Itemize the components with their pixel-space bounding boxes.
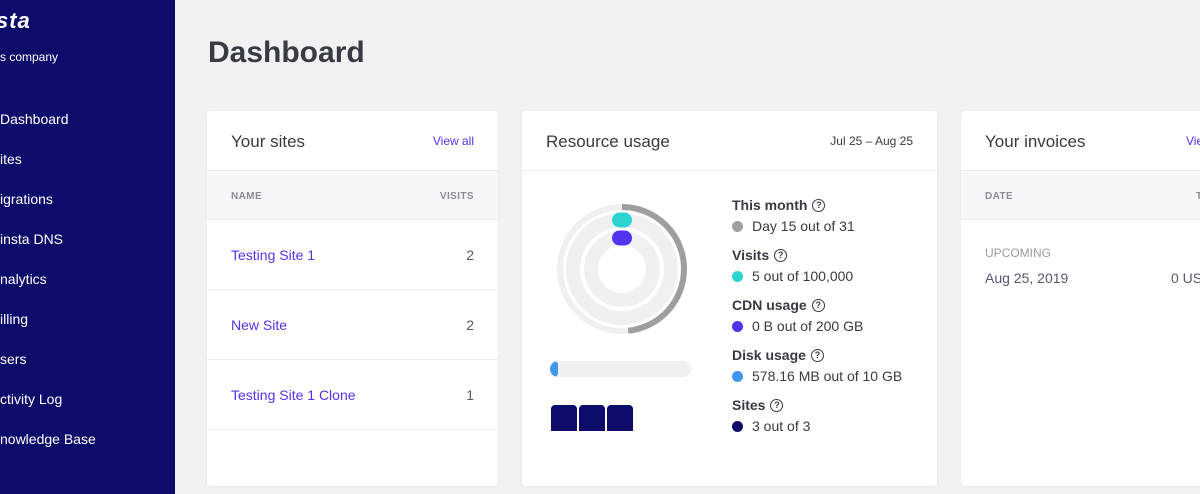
sites-table-header: NAME VISITS <box>207 171 498 220</box>
date-column-header[interactable]: DATE <box>985 191 1014 202</box>
stat-sites: Sites? 3 out of 3 <box>732 397 810 434</box>
stat-value: 5 out of 100,000 <box>752 268 854 284</box>
stat-disk-usage: Disk usage? 578.16 MB out of 10 GB <box>732 347 902 384</box>
help-icon[interactable]: ? <box>770 398 784 412</box>
sidebar-item-sites[interactable]: ites <box>0 151 22 167</box>
legend-dot <box>732 370 743 382</box>
sidebar-item-activity-log[interactable]: ctivity Log <box>0 391 63 407</box>
sidebar-item-kinsta-dns[interactable]: insta DNS <box>0 231 64 247</box>
cdn-ring-track <box>584 231 660 307</box>
site-block <box>551 405 577 431</box>
legend-dot <box>732 270 743 282</box>
stat-value: Day 15 out of 31 <box>752 218 855 234</box>
help-icon[interactable]: ? <box>812 198 826 212</box>
stat-value: 3 out of 3 <box>752 418 811 434</box>
help-icon[interactable]: ? <box>774 248 788 262</box>
resource-card-header: Resource usage Jul 25 – Aug 25 <box>522 111 937 171</box>
site-name-link[interactable]: Testing Site 1 Clone <box>231 387 356 403</box>
site-name-link[interactable]: New Site <box>231 317 288 333</box>
invoices-card-header: Your invoices Vie <box>961 111 1200 171</box>
resource-usage-card: Resource usage Jul 25 – Aug 25 This mont… <box>522 111 937 486</box>
table-row[interactable]: New Site 2 <box>207 290 498 360</box>
company-name[interactable]: s company <box>0 50 59 64</box>
total-column-header[interactable]: T <box>1196 191 1200 202</box>
sidebar-item-dashboard[interactable]: Dashboard <box>0 111 69 127</box>
month-ring-progress <box>557 204 687 334</box>
cdn-ring-cap <box>612 230 632 246</box>
stat-this-month: This month? Day 15 out of 31 <box>732 197 855 234</box>
sites-card: Your sites View all NAME VISITS Testing … <box>207 111 498 486</box>
invoices-table-header: DATE T <box>961 171 1200 220</box>
disk-usage-fill <box>550 361 558 377</box>
stat-value: 578.16 MB out of 10 GB <box>752 368 903 384</box>
stat-value: 0 B out of 200 GB <box>752 318 864 334</box>
usage-rings-chart <box>557 204 687 334</box>
stat-label: Disk usage <box>732 347 806 363</box>
sites-count-blocks <box>551 405 633 431</box>
sidebar-nav: Dashboard ites igrations insta DNS nalyt… <box>0 108 96 468</box>
upcoming-label: UPCOMING <box>985 246 1051 260</box>
sites-card-header: Your sites View all <box>207 111 498 171</box>
sites-card-title: Your sites <box>231 132 306 151</box>
disk-usage-bar <box>550 361 691 377</box>
help-icon[interactable]: ? <box>811 298 825 312</box>
sidebar-item-users[interactable]: sers <box>0 351 27 367</box>
visits-ring-cap <box>612 212 632 228</box>
invoices-view-all-link[interactable]: Vie <box>1186 134 1200 148</box>
kinsta-logo[interactable]: sta <box>0 8 31 33</box>
invoices-card: Your invoices Vie DATE T UPCOMING Aug 25… <box>961 111 1200 486</box>
table-row[interactable]: Testing Site 1 Clone 1 <box>207 360 498 430</box>
page-title: Dashboard <box>208 36 365 69</box>
invoices-card-title: Your invoices <box>985 132 1086 151</box>
site-block <box>607 405 633 431</box>
stat-label: CDN usage <box>732 297 807 313</box>
invoice-amount: 0 US <box>1171 270 1200 286</box>
help-icon[interactable]: ? <box>810 348 824 362</box>
site-visits: 1 <box>466 387 474 403</box>
legend-dot <box>732 320 743 332</box>
sidebar-item-migrations[interactable]: igrations <box>0 191 53 207</box>
date-range: Jul 25 – Aug 25 <box>830 134 913 148</box>
table-row[interactable]: Testing Site 1 2 <box>207 220 498 290</box>
stat-label: This month <box>732 197 808 213</box>
sidebar-item-analytics[interactable]: nalytics <box>0 271 47 287</box>
site-visits: 2 <box>466 317 474 333</box>
stat-visits: Visits? 5 out of 100,000 <box>732 247 853 284</box>
legend-dot <box>732 420 743 432</box>
stat-label: Sites <box>732 397 766 413</box>
legend-dot <box>732 220 743 232</box>
resource-card-title: Resource usage <box>546 132 670 151</box>
site-name-link[interactable]: Testing Site 1 <box>231 247 316 263</box>
stat-cdn-usage: CDN usage? 0 B out of 200 GB <box>732 297 863 334</box>
site-visits: 2 <box>466 247 474 263</box>
sidebar-item-billing[interactable]: illing <box>0 311 29 327</box>
stat-label: Visits <box>732 247 770 263</box>
sidebar-item-knowledge-base[interactable]: nowledge Base <box>0 431 96 447</box>
name-column-header[interactable]: NAME <box>231 191 263 202</box>
sidebar: sta s company Dashboard ites igrations i… <box>0 0 175 494</box>
invoice-date: Aug 25, 2019 <box>985 270 1069 286</box>
sites-view-all-link[interactable]: View all <box>432 134 474 148</box>
visits-column-header[interactable]: VISITS <box>439 191 474 202</box>
site-block <box>579 405 605 431</box>
